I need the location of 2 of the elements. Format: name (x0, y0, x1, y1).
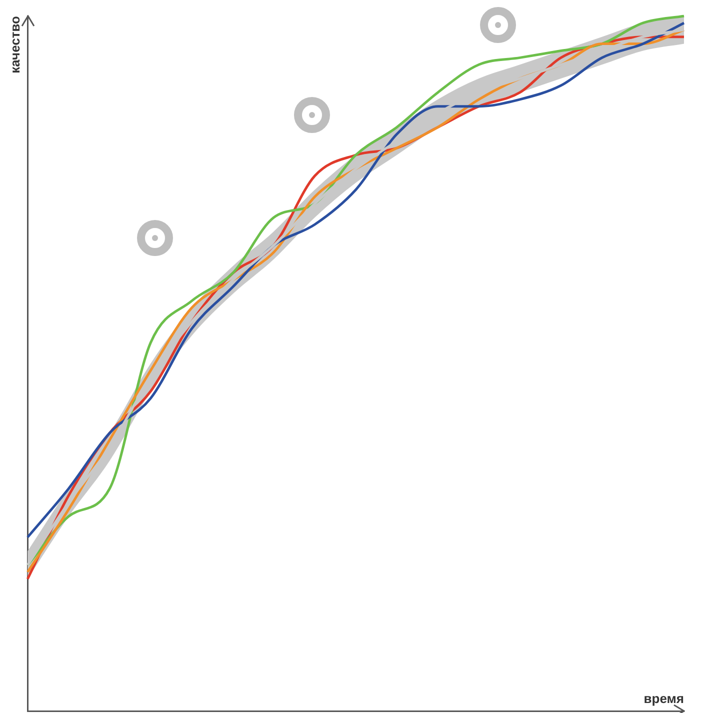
x-axis-title: время (644, 690, 684, 706)
y-axis-title: качество (7, 16, 22, 74)
